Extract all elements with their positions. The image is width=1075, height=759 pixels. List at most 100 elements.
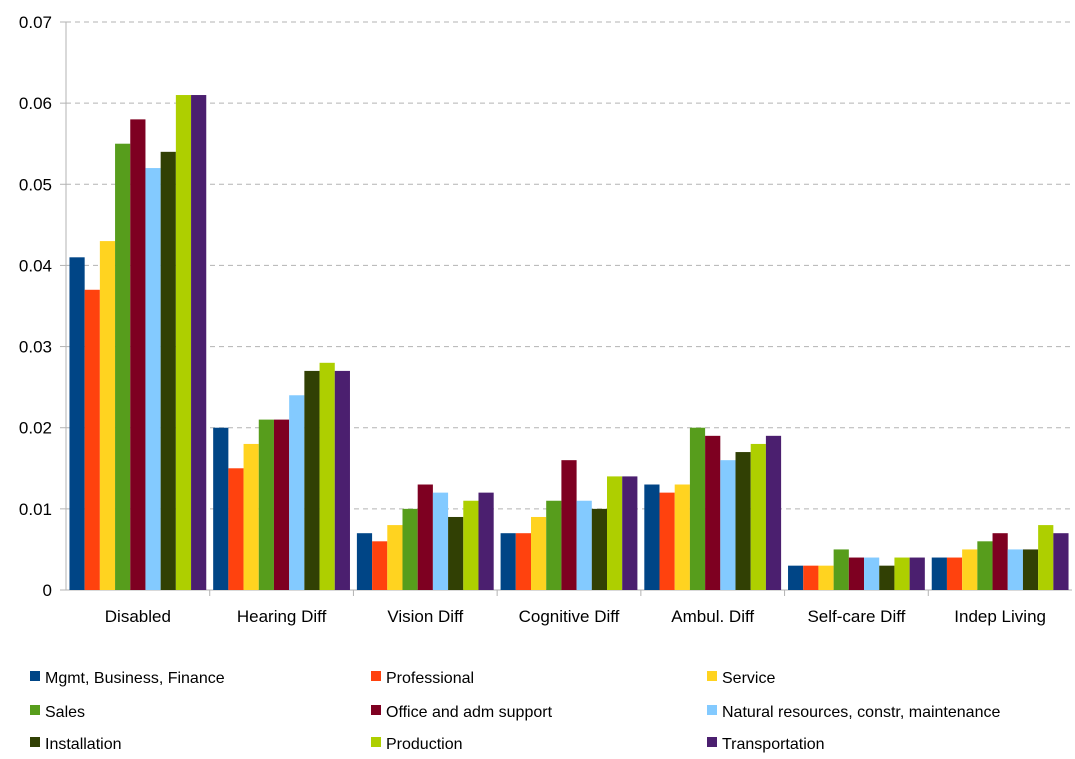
- bar: [258, 419, 274, 590]
- legend-label: Mgmt, Business, Finance: [45, 670, 225, 687]
- x-category-label: Self-care Diff: [807, 607, 905, 626]
- bar: [818, 565, 834, 590]
- bar: [99, 241, 116, 590]
- bar: [879, 565, 895, 590]
- bar: [500, 533, 516, 590]
- legend-swatch: [707, 671, 717, 681]
- legend-label: Transportation: [722, 736, 825, 753]
- bar: [591, 508, 607, 590]
- legend-swatch: [30, 737, 40, 747]
- legend-swatch: [707, 705, 717, 715]
- bar: [228, 468, 244, 590]
- legend-label: Office and adm support: [386, 704, 553, 721]
- bar: [243, 443, 259, 590]
- bar: [273, 419, 290, 590]
- bar: [946, 557, 963, 590]
- grid-lines: [60, 21, 1072, 596]
- x-category-label: Ambul. Diff: [671, 607, 754, 626]
- x-category-label: Disabled: [105, 607, 171, 626]
- bar: [304, 370, 320, 590]
- legend-label: Production: [386, 736, 463, 753]
- y-tick-label: 0.07: [19, 13, 52, 32]
- bar: [1038, 525, 1054, 590]
- y-tick-label: 0.05: [19, 175, 52, 194]
- legend-swatch: [371, 671, 381, 681]
- bar: [417, 484, 433, 590]
- bar: [531, 516, 547, 590]
- bar: [356, 533, 373, 590]
- bar: [1007, 549, 1023, 590]
- bar: [864, 557, 880, 590]
- bar: [515, 533, 531, 590]
- bar: [622, 476, 638, 590]
- bar: [130, 119, 146, 591]
- bar: [334, 370, 350, 590]
- bar: [160, 151, 176, 590]
- legend-swatch: [371, 737, 381, 747]
- bar: [765, 435, 782, 590]
- y-tick-label: 0.06: [19, 94, 52, 113]
- bar: [848, 557, 865, 590]
- y-tick-label: 0.02: [19, 419, 52, 438]
- bar: [962, 549, 978, 590]
- bar: [977, 541, 993, 590]
- bar: [69, 257, 85, 590]
- bar: [561, 460, 577, 590]
- bar: [720, 460, 736, 590]
- x-category-label: Vision Diff: [387, 607, 463, 626]
- bar: [607, 476, 623, 590]
- legend-swatch: [30, 671, 40, 681]
- bar: [705, 435, 721, 590]
- bars: [69, 95, 1069, 591]
- bar: [1053, 533, 1069, 590]
- x-category-label: Indep Living: [954, 607, 1046, 626]
- legend: Mgmt, Business, Finance Professional Servi…: [30, 670, 1000, 753]
- legend-label: Service: [722, 670, 775, 687]
- bar: [788, 565, 804, 590]
- bar: [992, 533, 1008, 590]
- bar: [213, 427, 229, 590]
- y-tick-labels: 0 0.01 0.02 0.03 0.04 0.05 0.06 0.07: [19, 13, 52, 600]
- bar: [735, 452, 751, 590]
- legend-swatch: [371, 705, 381, 715]
- bar: [931, 557, 947, 590]
- y-tick-label: 0.03: [19, 338, 52, 357]
- bar: [546, 500, 562, 590]
- y-tick-label: 0: [43, 581, 52, 600]
- y-tick-label: 0.04: [19, 256, 52, 275]
- legend-label: Installation: [45, 736, 122, 753]
- bar: [289, 395, 305, 590]
- x-category-label: Cognitive Diff: [519, 607, 620, 626]
- bar: [448, 516, 464, 590]
- bar: [894, 557, 910, 590]
- bar: [1022, 549, 1039, 590]
- bar: [803, 565, 819, 590]
- bar: [372, 541, 388, 590]
- bar: [387, 525, 403, 590]
- legend-swatch: [30, 705, 40, 715]
- bar: [909, 557, 925, 590]
- bar: [833, 549, 849, 590]
- bar: [659, 492, 675, 590]
- bar: [319, 362, 335, 590]
- bar: [145, 168, 161, 590]
- category-labels: Disabled Hearing Diff Vision Diff Cognitive…: [105, 607, 1046, 626]
- bar: [402, 508, 418, 590]
- x-category-label: Hearing Diff: [237, 607, 327, 626]
- bar: [175, 95, 192, 590]
- bar: [191, 95, 207, 590]
- bar: [432, 492, 449, 590]
- legend-swatch: [707, 737, 717, 747]
- bar: [644, 484, 660, 590]
- bar: [478, 492, 494, 590]
- y-tick-label: 0.01: [19, 500, 52, 519]
- bar: [750, 443, 766, 590]
- bar: [576, 500, 592, 590]
- legend-label: Professional: [386, 670, 474, 687]
- bar: [115, 143, 131, 590]
- bar: [84, 289, 100, 590]
- bar: [463, 500, 479, 590]
- bar: [674, 484, 690, 590]
- legend-label: Sales: [45, 704, 85, 721]
